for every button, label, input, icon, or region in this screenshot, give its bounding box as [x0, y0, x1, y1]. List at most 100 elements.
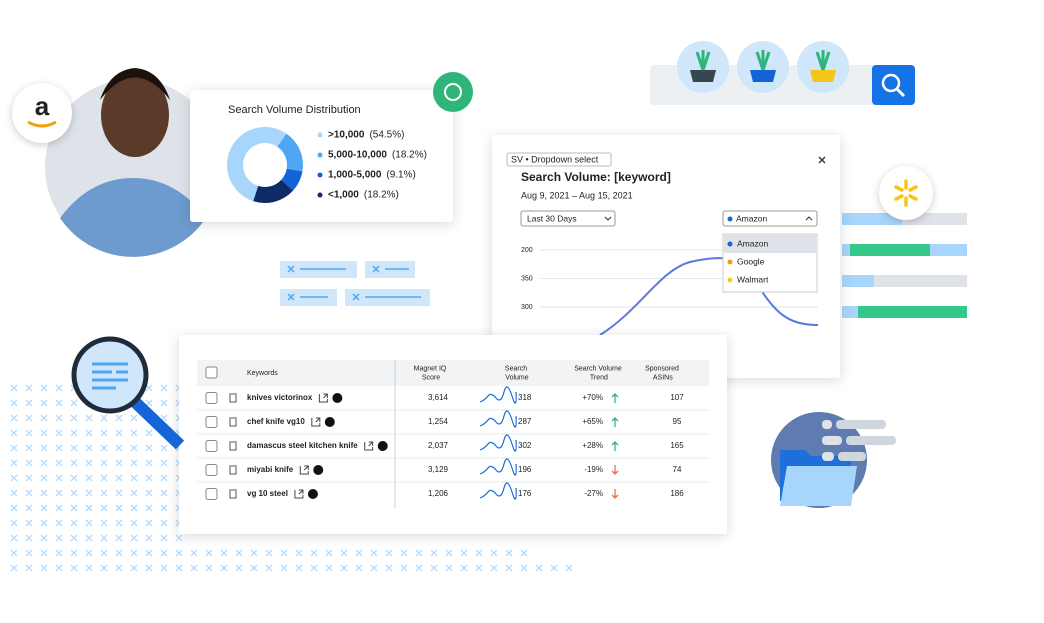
dropdown-options: Amazon Google Walmart	[727, 238, 769, 284]
search-bar	[650, 41, 915, 105]
keyword: chef knife vg10	[247, 417, 305, 426]
amazon-icon	[307, 489, 318, 499]
column-header[interactable]: Sponsored ASINs	[645, 365, 679, 381]
trend-arrow	[611, 417, 619, 427]
volume-title: Search Volume: [keyword]	[521, 170, 671, 184]
search-badge	[433, 72, 473, 112]
option-label[interactable]: Amazon	[737, 238, 768, 248]
external-link-icon[interactable]	[364, 441, 374, 451]
cross-pattern	[10, 384, 573, 572]
external-link-icon[interactable]	[299, 465, 309, 475]
trend: +28%	[582, 441, 603, 450]
option-label[interactable]: Walmart	[737, 274, 769, 284]
y-label: 200	[521, 247, 533, 254]
donut: >10,000 (54.5%) 5,000-10,000 (18.2%) 1,000-5…	[227, 127, 427, 203]
checkbox	[205, 366, 218, 379]
column-header[interactable]: Magnet IQ Score	[414, 365, 447, 381]
score: 3,129	[428, 465, 449, 474]
sparkline	[479, 482, 517, 500]
volume-dates: Aug 9, 2021 – Aug 15, 2021	[521, 190, 633, 200]
donut-segment	[227, 127, 287, 202]
asins: 74	[673, 465, 682, 474]
legend-value: (9.1%)	[386, 170, 415, 181]
donut-segment	[253, 179, 294, 203]
amazon-logo: a	[35, 91, 50, 121]
progress-bars	[842, 213, 967, 318]
keyword: miyabi knife	[247, 465, 294, 474]
amazon-badge	[12, 83, 72, 143]
keyword: knives victorinox	[247, 393, 313, 402]
trash-icon[interactable]	[229, 465, 237, 475]
legend-dot	[317, 132, 323, 138]
asins: 186	[670, 489, 684, 498]
checkbox[interactable]	[205, 440, 218, 452]
option-label[interactable]: Google	[737, 256, 765, 266]
score: 2,037	[428, 441, 449, 450]
trend-arrow	[611, 393, 619, 403]
external-link-icon[interactable]	[294, 489, 304, 499]
trend: -27%	[584, 489, 603, 498]
plant-icons	[677, 41, 849, 93]
column-header[interactable]: Search Volume Trend	[574, 365, 622, 381]
trend-arrow	[611, 465, 619, 475]
volume-tag: SV • Dropdown select	[511, 154, 599, 164]
asins: 165	[670, 441, 684, 450]
column-header[interactable]: Search Volume	[503, 365, 528, 381]
checkbox[interactable]	[205, 488, 218, 500]
score: 1,206	[428, 489, 449, 498]
checkbox[interactable]	[205, 392, 218, 404]
legend-dot	[317, 192, 323, 198]
trash-icon[interactable]	[229, 489, 237, 499]
trend: +70%	[582, 393, 603, 402]
y-label: 300	[521, 304, 533, 311]
trend-arrow	[611, 441, 619, 451]
search-volume: 287	[518, 417, 532, 426]
legend-dot	[317, 172, 323, 178]
avatar	[45, 68, 221, 257]
sparkline	[479, 458, 517, 476]
external-link-icon[interactable]	[311, 417, 321, 427]
range-select[interactable]	[520, 210, 616, 227]
legend-label: 1,000-5,000	[328, 170, 382, 181]
sparkline	[479, 434, 517, 452]
keyword: damascus steel kitchen knife	[247, 441, 358, 450]
checkbox[interactable]	[205, 464, 218, 476]
option-dot	[727, 259, 733, 265]
legend-label: >10,000	[328, 130, 365, 141]
trash-icon[interactable]	[229, 393, 237, 403]
sparkline	[479, 410, 517, 428]
legend-label: 5,000-10,000	[328, 150, 387, 161]
trend: -19%	[584, 465, 603, 474]
walmart-badge	[879, 166, 933, 220]
search-volume: 318	[518, 393, 532, 402]
trash-icon[interactable]	[229, 417, 237, 427]
checkbox[interactable]	[205, 416, 218, 428]
keyword: vg 10 steel	[247, 489, 288, 498]
option-dot	[727, 277, 733, 283]
donut-segment	[281, 168, 303, 191]
legend-dot	[317, 152, 323, 158]
sparkline	[479, 386, 517, 404]
magnifier	[71, 336, 185, 450]
close-icon[interactable]	[818, 156, 826, 164]
keyword-table: Keywords Magnet IQ Score Search Volume Sear…	[197, 365, 709, 500]
legend-value: (18.2%)	[392, 150, 427, 161]
source-select-text: Amazon	[736, 213, 767, 223]
folder-illustration	[771, 412, 896, 508]
asins: 107	[670, 393, 684, 402]
column-header[interactable]: Keywords	[247, 370, 278, 377]
option-dot	[727, 241, 733, 247]
trash-icon[interactable]	[229, 441, 237, 451]
amazon-icon	[332, 393, 343, 403]
search-volume: 176	[518, 489, 532, 498]
trend-line	[599, 257, 819, 336]
amazon-icon	[324, 417, 335, 427]
legend-label: <1,000	[328, 190, 359, 201]
filter-chips	[280, 261, 430, 306]
search-volume: 302	[518, 441, 532, 450]
distribution-title: Search Volume Distribution	[228, 104, 361, 116]
amazon-icon	[313, 465, 324, 475]
external-link-icon[interactable]	[318, 393, 328, 403]
source-select[interactable]	[722, 210, 818, 227]
